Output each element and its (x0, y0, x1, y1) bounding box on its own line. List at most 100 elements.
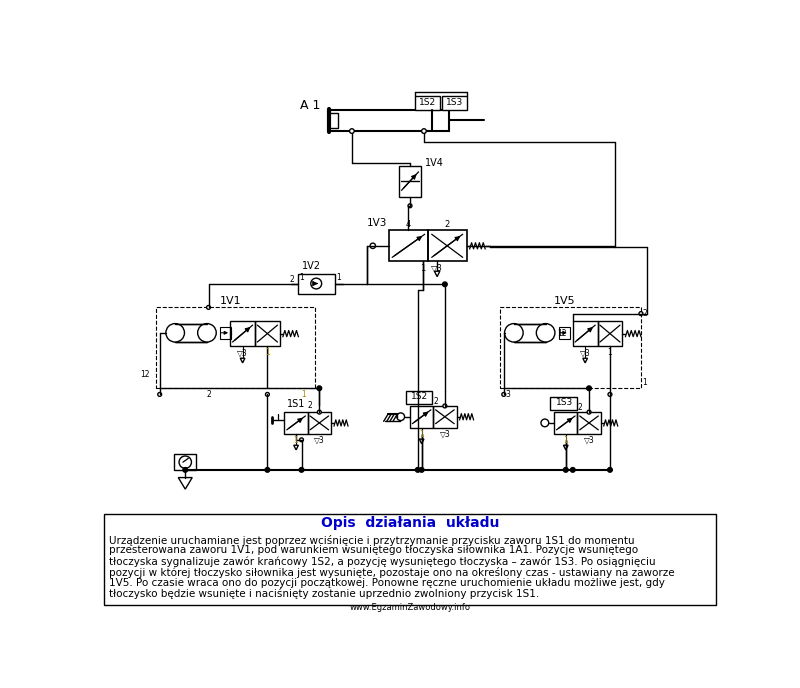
Text: 1V4: 1V4 (425, 158, 443, 169)
Text: 12: 12 (557, 329, 566, 338)
Text: tłoczyska sygnalizuje zawór krańcowy 1S2, a pozycję wysuniętego tłoczyska – zawó: tłoczyska sygnalizuje zawór krańcowy 1S2… (110, 556, 656, 567)
Circle shape (408, 204, 412, 208)
Bar (500, 308, 641, 388)
Text: 1S3: 1S3 (555, 398, 573, 407)
Text: 1S1: 1S1 (287, 398, 306, 409)
Circle shape (166, 323, 185, 342)
Text: 1: 1 (419, 430, 424, 439)
Circle shape (541, 419, 549, 427)
Circle shape (442, 282, 447, 287)
Circle shape (608, 392, 612, 396)
Bar (175, 323, 207, 342)
Bar (104, 514, 716, 605)
Bar (598, 321, 622, 346)
Circle shape (415, 468, 420, 472)
Bar (389, 230, 428, 261)
Text: A 1: A 1 (301, 99, 321, 112)
Bar (329, 113, 338, 128)
Bar (514, 323, 546, 342)
Circle shape (179, 456, 191, 469)
Circle shape (419, 468, 424, 472)
Polygon shape (178, 477, 192, 489)
Circle shape (299, 468, 304, 472)
Bar (428, 230, 466, 261)
Text: 1V5. Po czasie wraca ono do pozycji początkowej. Ponowne ręczne uruchomienie ukł: 1V5. Po czasie wraca ono do pozycji pocz… (110, 578, 665, 588)
Text: 1: 1 (336, 273, 341, 282)
Bar (406, 391, 433, 404)
Bar (174, 455, 196, 470)
Bar (554, 412, 578, 433)
Text: 2: 2 (434, 397, 438, 406)
Bar (399, 166, 421, 197)
Text: 1V5: 1V5 (554, 297, 576, 306)
Text: 1: 1 (265, 348, 270, 357)
Text: ▽3: ▽3 (431, 264, 443, 272)
Text: www.EgzaminZawodowy.info: www.EgzaminZawodowy.info (350, 603, 470, 612)
Bar (329, 109, 449, 131)
Circle shape (158, 392, 162, 396)
Bar (285, 412, 308, 433)
Text: 1: 1 (421, 264, 426, 272)
Text: 2: 2 (308, 402, 312, 411)
Circle shape (317, 386, 322, 391)
Text: 2: 2 (642, 309, 647, 318)
Circle shape (502, 392, 506, 396)
Bar (434, 406, 457, 427)
Bar (255, 321, 280, 346)
Circle shape (299, 438, 303, 442)
Bar (573, 321, 598, 346)
Text: 4: 4 (406, 219, 411, 228)
Text: ▽3: ▽3 (584, 436, 594, 445)
Text: przesterowana zaworu 1V1, pod warunkiem wsuniętego tłoczyska siłownika 1A1. Pozy: przesterowana zaworu 1V1, pod warunkiem … (110, 546, 638, 555)
Text: ▽3: ▽3 (238, 348, 248, 357)
Text: ▽3: ▽3 (580, 348, 590, 357)
Circle shape (563, 468, 568, 472)
Bar (410, 406, 434, 427)
Text: 1V2: 1V2 (302, 261, 321, 271)
Text: 1: 1 (299, 273, 304, 282)
Text: 2: 2 (206, 390, 211, 399)
Circle shape (350, 129, 354, 133)
Text: ▽3: ▽3 (439, 430, 450, 439)
Text: Urządzenie uruchamiane jest poprzez wciśnięcie i przytrzymanie przycisku zaworu : Urządzenie uruchamiane jest poprzez wciś… (110, 535, 635, 546)
Bar (298, 274, 335, 294)
Bar (308, 412, 331, 433)
Text: 1: 1 (302, 390, 306, 399)
Circle shape (370, 243, 375, 248)
Circle shape (608, 468, 612, 472)
Circle shape (318, 410, 322, 414)
Text: 2: 2 (578, 403, 582, 412)
Circle shape (536, 323, 555, 342)
Bar (414, 96, 440, 109)
Circle shape (639, 312, 643, 316)
Circle shape (397, 413, 405, 420)
Bar (220, 327, 231, 339)
Bar (442, 96, 467, 109)
Text: 1S3: 1S3 (446, 98, 462, 107)
Circle shape (183, 468, 187, 472)
Circle shape (422, 129, 426, 133)
Text: 1: 1 (294, 436, 298, 445)
Bar (558, 327, 570, 339)
Text: 1S2: 1S2 (410, 392, 428, 401)
Circle shape (586, 386, 591, 391)
Text: 1: 1 (607, 348, 612, 357)
Text: 12: 12 (140, 370, 150, 379)
Text: 1S2: 1S2 (418, 98, 436, 107)
Circle shape (587, 410, 591, 414)
Circle shape (198, 323, 216, 342)
Bar (230, 321, 255, 346)
Text: 2: 2 (289, 275, 294, 284)
Circle shape (443, 404, 447, 408)
Bar (578, 412, 601, 433)
Text: 1V1: 1V1 (219, 297, 241, 306)
Bar (550, 397, 578, 410)
Text: pozycji w której tłoczysko siłownika jest wysunięte, pozostaje ono na określony : pozycji w której tłoczysko siłownika jes… (110, 567, 675, 578)
Circle shape (505, 323, 523, 342)
Text: 1: 1 (642, 378, 647, 387)
Text: 1V3: 1V3 (366, 219, 386, 228)
Bar (156, 308, 315, 388)
Circle shape (266, 392, 270, 396)
Circle shape (265, 468, 270, 472)
Circle shape (206, 305, 210, 310)
